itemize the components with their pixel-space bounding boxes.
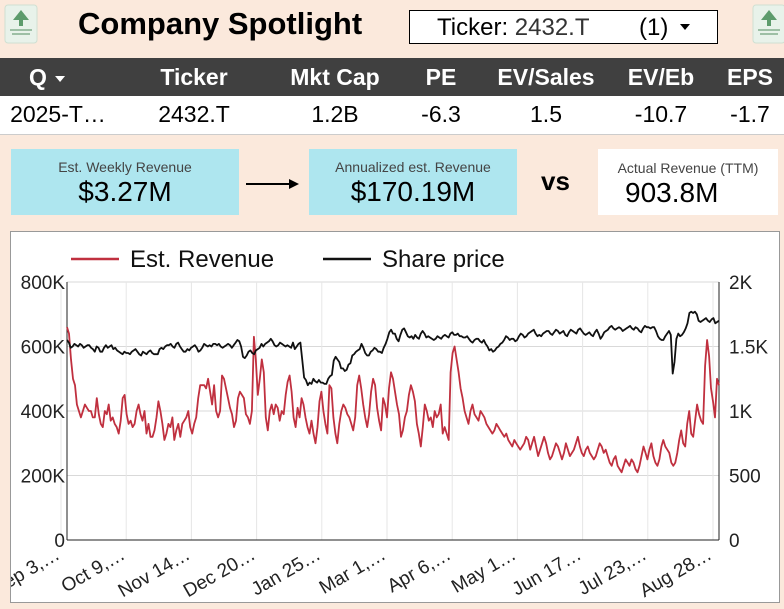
actual-revenue-label: Actual Revenue (TTM) xyxy=(617,160,759,176)
y-left-tick-label: 0 xyxy=(54,531,65,552)
cell-eps: -1.7 xyxy=(730,101,770,127)
y-right-tick-label: 1.5K xyxy=(729,338,768,359)
series-line-est-revenue xyxy=(66,326,720,474)
weekly-revenue-label: Est. Weekly Revenue xyxy=(58,159,192,175)
y-right-tick-label: 2K xyxy=(729,273,753,294)
column-header-q-label: Q xyxy=(29,64,47,90)
x-tick-label: Jun 17… xyxy=(509,544,585,600)
x-tick-label: Dec 20… xyxy=(180,544,259,602)
column-header-q[interactable]: Q xyxy=(29,64,65,91)
y-right-tick-label: 0 xyxy=(729,531,740,552)
cell-ev-eb: -10.7 xyxy=(634,101,688,127)
column-header-ticker: Ticker xyxy=(160,64,228,90)
chevron-down-icon[interactable] xyxy=(680,24,690,30)
metrics-table-header: Q Ticker Mkt Cap PE EV/Sales EV/Eb EPS xyxy=(0,58,784,96)
arrow-right-icon xyxy=(246,179,299,189)
series-line-share-price xyxy=(66,310,720,387)
ticker-dropdown-label: Ticker: 2432.T xyxy=(437,14,590,42)
vs-label: vs xyxy=(541,166,570,196)
y-right-tick-label: 500 xyxy=(729,467,761,488)
annualized-revenue-card: Annualized est. Revenue $170.19M xyxy=(309,149,517,215)
cell-ticker: 2432.T xyxy=(158,101,230,127)
actual-revenue-card: Actual Revenue (TTM) 903.8M xyxy=(598,149,778,215)
x-tick-label: Aug 28… xyxy=(636,544,715,602)
weekly-revenue-card: Est. Weekly Revenue $3.27M xyxy=(11,149,239,215)
chart-series xyxy=(66,310,720,474)
x-tick-label: Nov 14… xyxy=(115,544,194,602)
column-header-ev-sales: EV/Sales xyxy=(497,64,595,90)
cell-mkt-cap: 1.2B xyxy=(311,101,359,127)
y-left-tick-label: 400K xyxy=(21,402,66,423)
column-header-pe: PE xyxy=(425,64,457,90)
x-tick-label: May 1… xyxy=(448,544,520,598)
ticker-value: 2432.T xyxy=(514,14,590,41)
y-left-tick-label: 200K xyxy=(21,467,66,488)
chart-legend: Est. Revenue Share price xyxy=(71,246,505,273)
x-tick-label: Jan 25… xyxy=(248,544,324,600)
logo-right xyxy=(752,4,784,44)
legend-label: Est. Revenue xyxy=(130,246,274,273)
table-row: 2025-T… 2432.T 1.2B -6.3 1.5 -10.7 -1.7 xyxy=(0,96,784,135)
page-title: Company Spotlight xyxy=(78,6,363,41)
actual-revenue-value: 903.8M xyxy=(625,177,719,208)
legend-label: Share price xyxy=(382,246,505,273)
column-header-ev-eb: EV/Eb xyxy=(627,64,695,90)
cell-pe: -6.3 xyxy=(421,101,461,127)
ticker-dropdown[interactable]: Ticker: 2432.T (1) xyxy=(409,10,718,44)
x-tick-label: Sep 3,… xyxy=(11,544,64,599)
annualized-revenue-value: $170.19M xyxy=(350,176,476,207)
x-tick-label: Mar 1,… xyxy=(316,544,390,599)
column-header-eps: EPS xyxy=(726,64,774,90)
x-tick-label: Apr 6,… xyxy=(384,544,455,597)
weekly-revenue-value: $3.27M xyxy=(78,176,172,207)
ticker-label: Ticker: xyxy=(437,14,509,41)
revenue-price-chart: 0 200K 400K 600K 800K 0 500 1K 1.5K 2K Sep 3,… Oct … xyxy=(10,231,780,603)
column-header-mkt-cap: Mkt Cap xyxy=(290,64,380,90)
x-tick-label: Jul 23,… xyxy=(575,544,650,600)
cell-quarter: 2025-T… xyxy=(10,101,106,127)
y-left-tick-label: 600K xyxy=(21,338,66,359)
cell-ev-sales: 1.5 xyxy=(530,101,562,127)
annualized-revenue-label: Annualized est. Revenue xyxy=(335,159,491,175)
logo-left xyxy=(4,4,38,44)
ticker-count: (1) xyxy=(639,14,669,41)
chevron-down-icon[interactable] xyxy=(54,75,65,82)
y-right-tick-label: 1K xyxy=(729,402,753,423)
y-left-tick-label: 800K xyxy=(21,273,66,294)
